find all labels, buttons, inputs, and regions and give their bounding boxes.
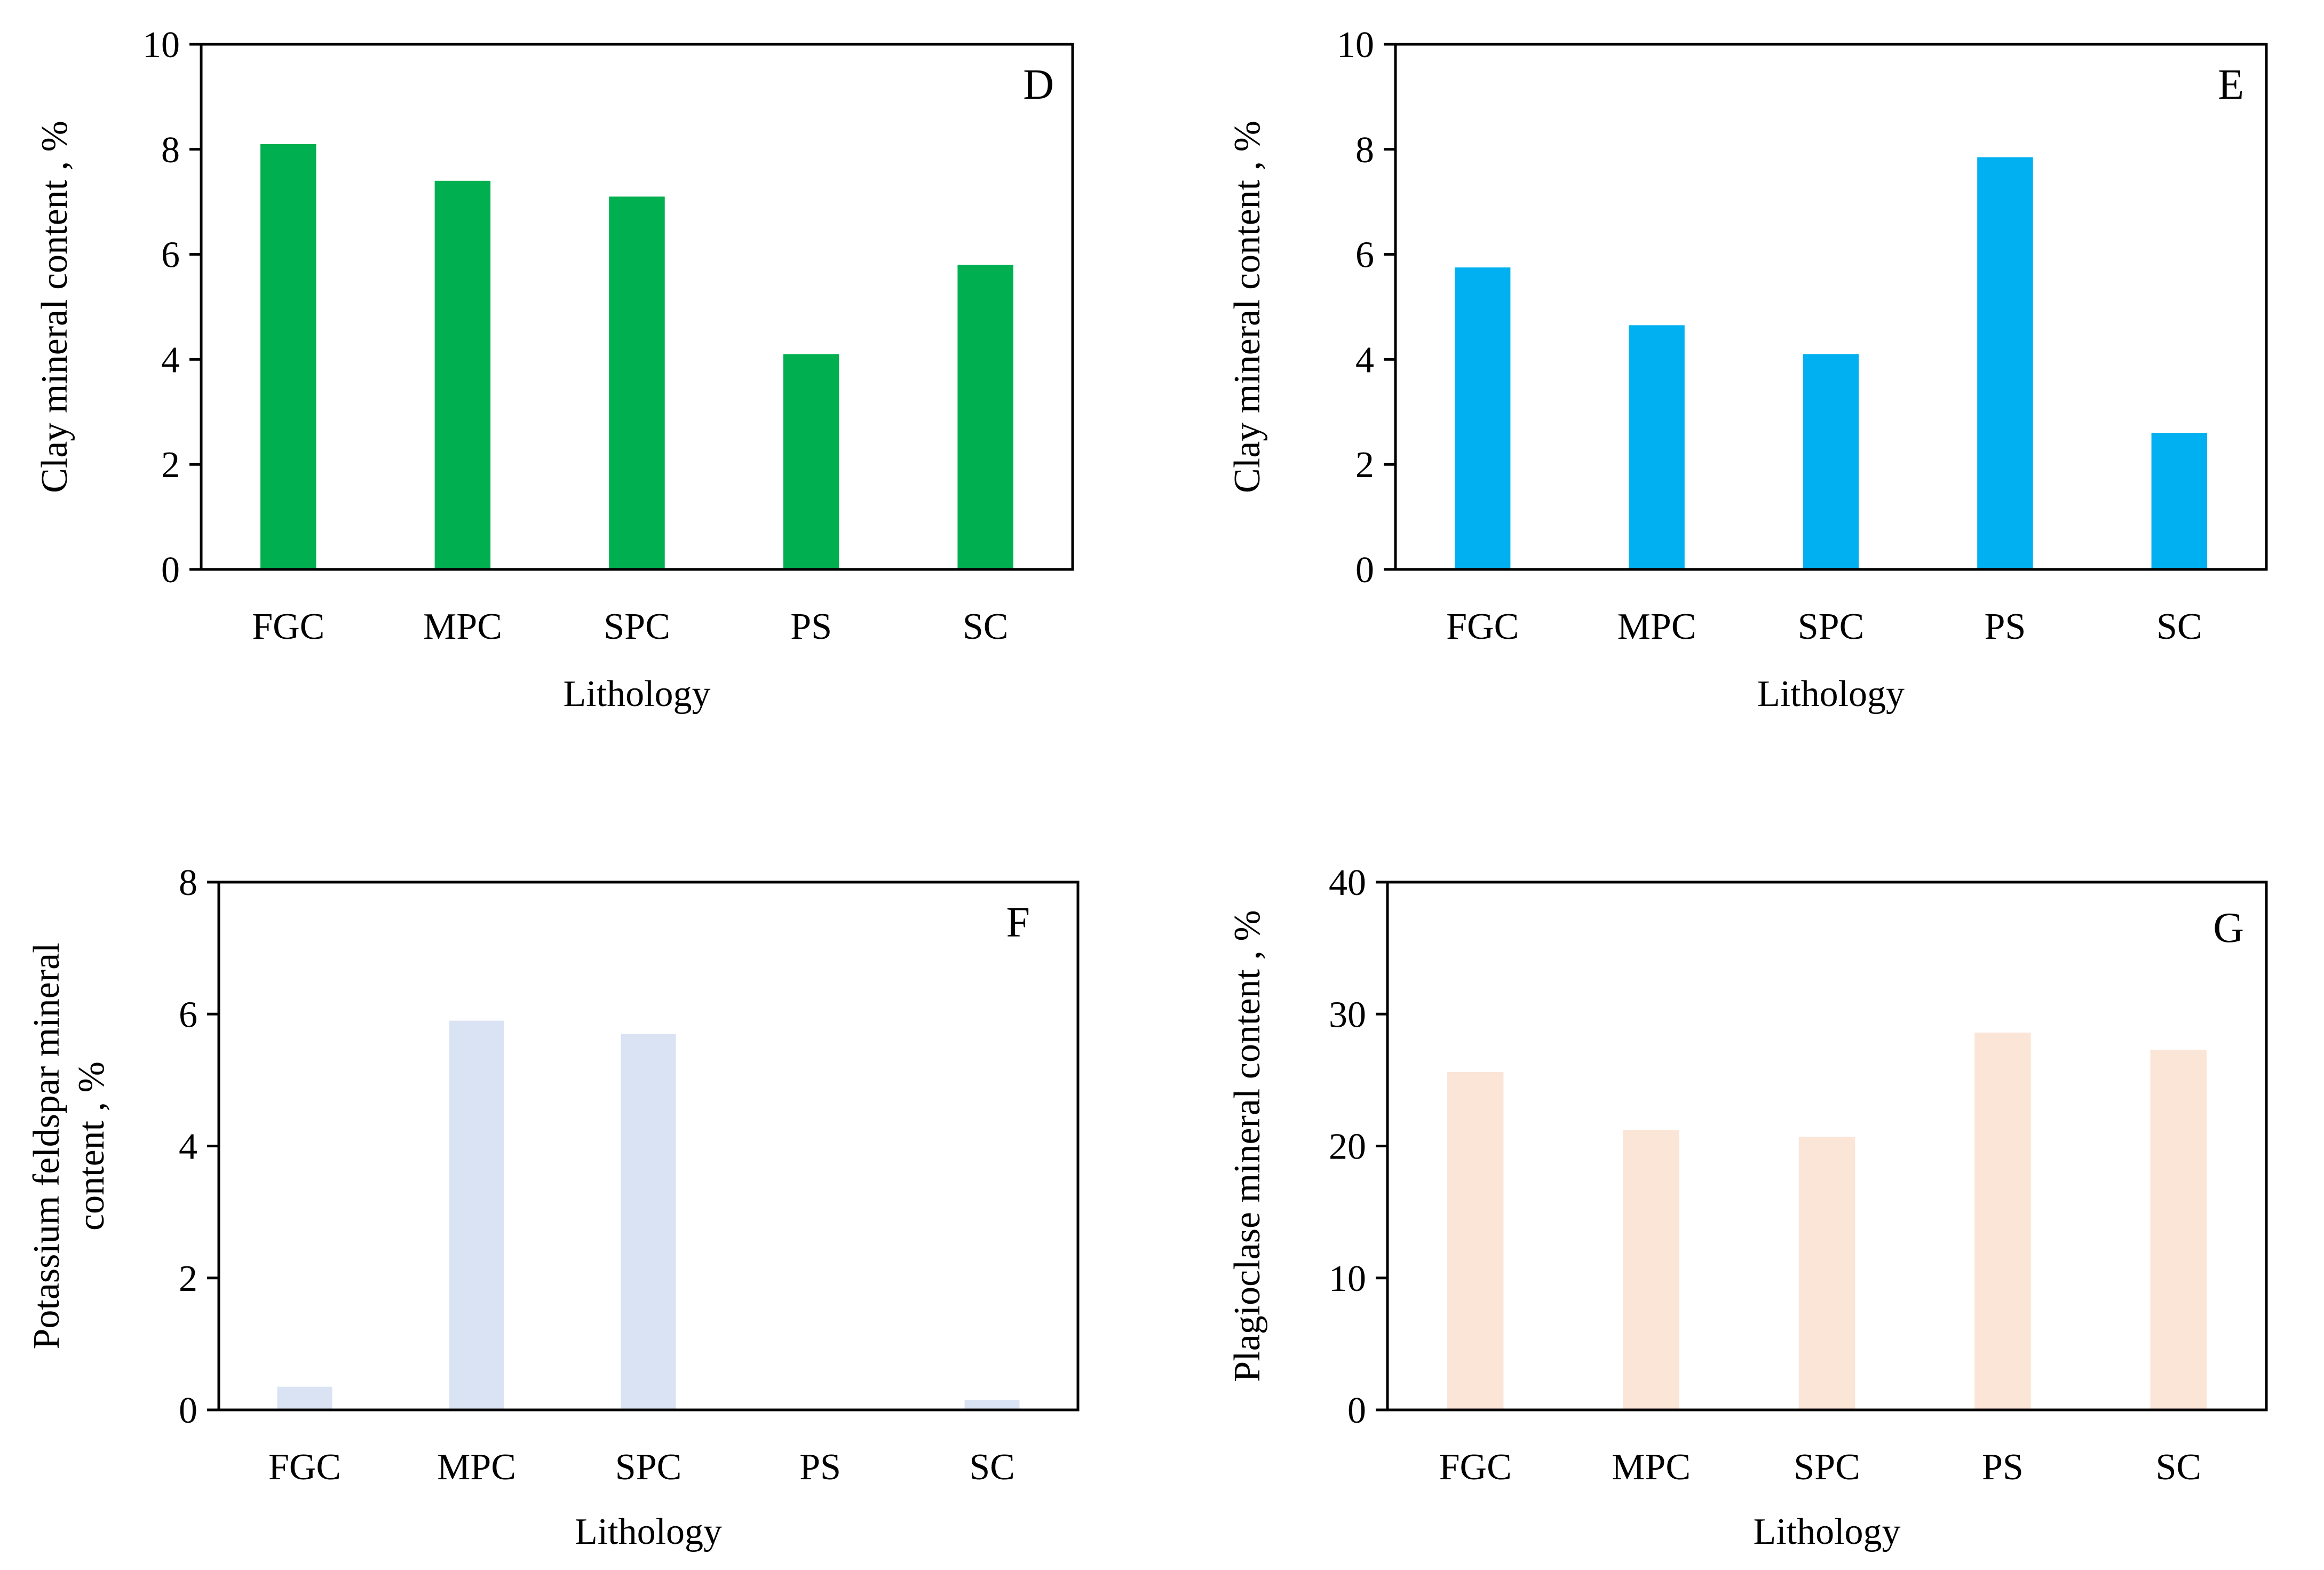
panel-f-bar-sc [964, 1400, 1020, 1410]
panel-e-category-label: SC [2156, 606, 2202, 647]
panel-e-ytick-label: 10 [1337, 25, 1374, 66]
panel-d-bar-fgc [260, 144, 316, 569]
panel-f-bar-spc [621, 1034, 676, 1410]
panel-e-bar-ps [1977, 157, 2033, 570]
panel-d-ytick-label: 2 [161, 445, 180, 486]
panel-d-bar-sc [957, 265, 1013, 569]
panel-g-ytick-label: 30 [1329, 994, 1366, 1035]
panel-d-ytick-label: 8 [161, 130, 180, 171]
panel-f-letter: F [1006, 899, 1030, 946]
panel-f-category-label: FGC [268, 1447, 341, 1488]
panel-f-category-label: SC [969, 1447, 1015, 1488]
panel-d-ytick-label: 10 [142, 25, 180, 66]
panel-d-bar-ps [783, 354, 839, 569]
panel-g-y-axis-title: Plagioclase mineral content , % [1227, 910, 1268, 1382]
panel-f-ytick-label: 4 [179, 1127, 197, 1168]
panel-d-category-label: MPC [423, 606, 502, 647]
panel-d-bar-mpc [434, 180, 491, 569]
panel-f-ytick-label: 8 [179, 862, 197, 903]
panel-g-category-label: SPC [1794, 1447, 1860, 1488]
panel-f-y-axis-title: content , % [71, 1061, 112, 1231]
panel-e-bar-sc [2151, 433, 2207, 569]
panel-f-ytick-label: 0 [179, 1390, 197, 1431]
panel-d-ytick-label: 6 [161, 235, 180, 276]
panel-g-ytick-label: 40 [1329, 862, 1366, 903]
panel-g-bar-spc [1798, 1137, 1855, 1410]
panel-e-bar-mpc [1629, 325, 1685, 569]
panel-g-ytick-label: 0 [1347, 1390, 1366, 1431]
panel-g-letter: G [2213, 905, 2244, 951]
panel-f-ytick-label: 6 [179, 994, 197, 1035]
panel-e-ytick-label: 8 [1355, 130, 1374, 171]
panel-e-category-label: FGC [1446, 606, 1519, 647]
panel-g-x-axis-title: Lithology [1753, 1511, 1900, 1552]
panel-e-category-label: SPC [1798, 606, 1865, 647]
panel-d-bar-spc [609, 196, 665, 569]
panel-e-plot-frame [1394, 43, 2268, 571]
panel-d-category-label: SC [963, 606, 1009, 647]
panel-e-letter: E [2218, 61, 2244, 108]
panel-g-category-label: PS [1982, 1447, 2024, 1488]
panel-d-category-label: SPC [604, 606, 670, 647]
panel-g-bar-sc [2150, 1050, 2207, 1410]
panel-d-letter: D [1023, 61, 1054, 108]
panel-d-plot-frame [200, 43, 1074, 571]
panel-e-ytick-label: 2 [1355, 445, 1374, 486]
panel-e-ytick-label: 0 [1355, 550, 1374, 591]
panel-d-x-axis-title: Lithology [563, 673, 710, 715]
panel-g-category-label: SC [2155, 1447, 2201, 1488]
panel-e-ytick-label: 6 [1355, 235, 1374, 276]
panel-g-category-label: FGC [1439, 1447, 1512, 1488]
panel-d-ytick-label: 0 [161, 550, 180, 591]
panel-f-y-axis-title: Potassium feldspar mineral [26, 942, 67, 1349]
panel-d-ytick-label: 4 [161, 339, 180, 380]
panel-g-ytick-label: 20 [1329, 1127, 1366, 1168]
panel-d-category-label: FGC [252, 606, 324, 647]
panel-f-category-label: MPC [437, 1447, 516, 1488]
panel-f-bar-fgc [277, 1386, 332, 1410]
panel-g-ytick-label: 10 [1329, 1258, 1366, 1299]
panel-g-bar-mpc [1623, 1130, 1679, 1410]
panel-e-ytick-label: 4 [1355, 339, 1374, 380]
panel-f-category-label: SPC [615, 1447, 682, 1488]
panel-g-bar-ps [1974, 1032, 2031, 1410]
panel-g-bar-fgc [1447, 1072, 1504, 1410]
panel-f-ytick-label: 2 [179, 1258, 197, 1299]
panel-f-bar-mpc [449, 1020, 504, 1410]
panel-g-category-label: MPC [1612, 1447, 1691, 1488]
panel-e-bar-fgc [1455, 267, 1511, 569]
panel-d-category-label: PS [790, 606, 832, 647]
panel-e-x-axis-title: Lithology [1757, 673, 1905, 715]
panel-e-bar-spc [1803, 354, 1859, 569]
panel-f-category-label: PS [799, 1447, 841, 1488]
panel-d-y-axis-title: Clay mineral content , % [34, 121, 75, 493]
panel-e-category-label: MPC [1617, 606, 1696, 647]
panel-e-category-label: PS [1984, 606, 2026, 647]
panel-f-x-axis-title: Lithology [575, 1511, 722, 1552]
panel-e-y-axis-title: Clay mineral content , % [1227, 121, 1268, 493]
